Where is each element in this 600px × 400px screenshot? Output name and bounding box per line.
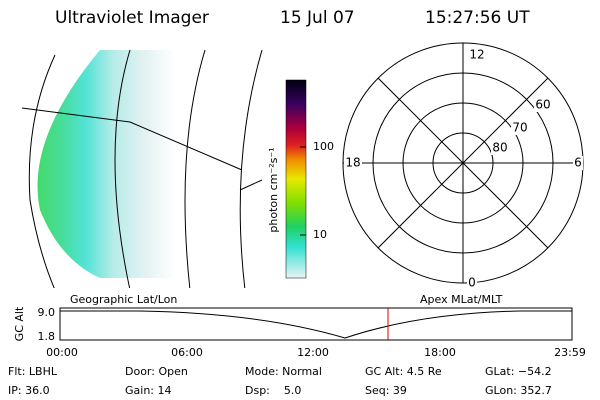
timeline-box (59, 307, 573, 341)
status-field: Gain: 14 (125, 384, 172, 397)
date: 15 Jul 07 (280, 8, 355, 28)
mlt-label: 12 (469, 48, 484, 62)
grid-lines (21, 49, 263, 288)
lat-label: 80 (492, 141, 507, 155)
polar-grid (342, 42, 584, 284)
timeline-x-tick-label: 00:00 (46, 346, 78, 359)
status-field: Seq: 39 (365, 384, 407, 397)
status-field: Flt: LBHL (8, 365, 58, 378)
status-field: Mode: Normal (245, 365, 322, 378)
timeline-y-tick-label: 9.0 (38, 306, 56, 319)
mlt-label: 18 (345, 156, 360, 170)
mlt-label: 0 (468, 276, 476, 290)
timeline-right-title: Apex MLat/MLT (420, 293, 503, 306)
timeline-left-title: Geographic Lat/Lon (70, 293, 177, 306)
status-field: GLat: −54.2 (485, 365, 552, 378)
status-field: Dsp: 5.0 (245, 384, 301, 397)
earth-disk (37, 50, 175, 278)
title: Ultraviolet Imager (55, 8, 209, 28)
colorbar-tick-label: 100 (313, 140, 334, 153)
status-field: IP: 36.0 (8, 384, 50, 397)
colorbar-tick-label: 10 (313, 228, 327, 241)
status-field: GLon: 352.7 (485, 384, 552, 397)
status-field: Door: Open (125, 365, 188, 378)
timeline-x-tick-label: 06:00 (171, 346, 203, 359)
polar-labels: 12 18 6 0 60 70 80 (344, 48, 583, 290)
timeline-x-tick-label: 12:00 (297, 346, 329, 359)
lat-label: 70 (512, 121, 527, 135)
uv-image (21, 49, 263, 288)
mlt-label: 6 (574, 156, 582, 170)
timeline-y-label: GC Alt (13, 306, 26, 341)
colorbar-label: photon cm⁻²s⁻¹ (267, 147, 280, 232)
altitude-curve (60, 310, 572, 339)
lat-label: 60 (535, 98, 550, 112)
time: 15:27:56 UT (425, 8, 530, 28)
timeline-x-tick-label: 23:59 (554, 346, 586, 359)
status-field: GC Alt: 4.5 Re (365, 365, 442, 378)
timeline-x-tick-label: 18:00 (424, 346, 456, 359)
timeline-y-tick-label: 1.8 (38, 330, 56, 343)
colorbar (285, 79, 307, 279)
status-panel: Flt: LBHL Door: Open Mode: Normal GC Alt… (8, 365, 552, 397)
